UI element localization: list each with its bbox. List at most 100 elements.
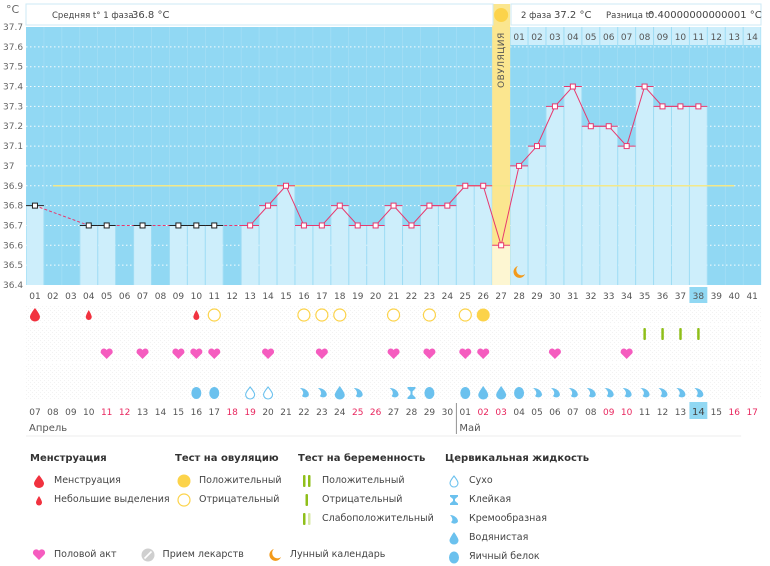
date-label[interactable]: 26 <box>370 408 382 418</box>
date-label[interactable]: 22 <box>298 408 309 418</box>
cervical-eggwhite-icon[interactable] <box>424 387 435 399</box>
cervical-creamy-icon[interactable] <box>604 388 614 398</box>
cycle-day-label[interactable]: 14 <box>262 292 274 302</box>
date-label[interactable]: 06 <box>549 408 561 418</box>
heart-icon[interactable] <box>172 348 185 359</box>
cycle-day-label[interactable]: 26 <box>477 292 489 302</box>
date-label[interactable]: 05 <box>531 408 542 418</box>
date-label[interactable]: 30 <box>442 408 454 418</box>
date-label[interactable]: 07 <box>567 408 578 418</box>
temperature-point[interactable] <box>336 202 343 209</box>
heart-icon[interactable] <box>100 348 113 359</box>
cervical-creamy-icon[interactable] <box>622 388 632 398</box>
heart-icon[interactable] <box>190 348 203 359</box>
date-label[interactable]: 09 <box>65 408 77 418</box>
date-label[interactable]: 17 <box>209 408 220 418</box>
date-label[interactable]: 16 <box>191 408 203 418</box>
heart-icon[interactable] <box>459 348 472 359</box>
temperature-point[interactable] <box>103 222 110 229</box>
cervical-eggwhite-icon[interactable] <box>460 387 471 399</box>
pregnancy-test-negative-icon[interactable] <box>679 328 682 340</box>
cycle-day-label[interactable]: 25 <box>460 292 471 302</box>
date-label[interactable]: 21 <box>280 408 291 418</box>
temperature-point[interactable] <box>659 103 666 110</box>
pregnancy-test-negative-icon[interactable] <box>661 328 664 340</box>
ovulation-test-negative-icon[interactable] <box>297 308 311 322</box>
date-label[interactable]: 15 <box>173 408 184 418</box>
date-label[interactable]: 09 <box>603 408 615 418</box>
date-label[interactable]: 10 <box>83 408 95 418</box>
heart-icon[interactable] <box>620 348 633 359</box>
cycle-day-label[interactable]: 36 <box>657 292 669 302</box>
cervical-creamy-icon[interactable] <box>533 388 543 398</box>
cervical-dry-icon[interactable] <box>245 386 256 400</box>
temperature-point[interactable] <box>300 222 307 229</box>
temperature-point[interactable] <box>695 103 702 110</box>
temperature-point[interactable] <box>390 202 397 209</box>
date-label[interactable]: 28 <box>406 408 418 418</box>
date-label[interactable]: 08 <box>585 408 597 418</box>
cervical-watery-icon[interactable] <box>496 386 507 400</box>
cycle-day-label[interactable]: 31 <box>567 292 578 302</box>
ovulation-test-negative-icon[interactable] <box>333 308 347 322</box>
date-label[interactable]: 13 <box>675 408 686 418</box>
spotting-icon[interactable] <box>193 310 200 320</box>
ovulation-test-negative-icon[interactable] <box>386 308 401 322</box>
temperature-point[interactable] <box>462 182 469 189</box>
heart-icon[interactable] <box>548 348 561 359</box>
ovulation-test-negative-icon[interactable] <box>315 308 329 322</box>
cycle-day-label[interactable]: 24 <box>442 292 454 302</box>
temperature-point[interactable] <box>534 143 541 150</box>
cycle-day-label[interactable]: 03 <box>65 292 76 302</box>
cycle-day-label[interactable]: 35 <box>639 292 650 302</box>
cycle-day-label[interactable]: 39 <box>711 292 723 302</box>
temperature-point[interactable] <box>265 202 272 209</box>
temperature-point[interactable] <box>139 222 146 229</box>
cervical-eggwhite-icon[interactable] <box>209 387 220 399</box>
temperature-point[interactable] <box>569 83 576 90</box>
date-label[interactable]: 02 <box>477 408 488 418</box>
cycle-day-label[interactable]: 33 <box>603 292 614 302</box>
cycle-day-label[interactable]: 12 <box>226 292 237 302</box>
cervical-creamy-icon[interactable] <box>586 388 596 398</box>
date-label[interactable]: 08 <box>47 408 59 418</box>
cycle-day-label[interactable]: 28 <box>513 292 525 302</box>
date-label[interactable]: 14 <box>692 407 705 418</box>
date-label[interactable]: 18 <box>226 408 238 418</box>
cycle-day-label[interactable]: 07 <box>137 292 148 302</box>
temperature-point[interactable] <box>516 162 523 169</box>
cycle-day-label[interactable]: 02 <box>47 292 58 302</box>
date-label[interactable]: 12 <box>657 408 668 418</box>
date-label[interactable]: 16 <box>729 408 741 418</box>
temperature-point[interactable] <box>31 202 38 209</box>
cervical-watery-icon[interactable] <box>334 386 345 400</box>
cycle-day-label[interactable]: 22 <box>406 292 417 302</box>
cycle-day-label[interactable]: 27 <box>495 292 506 302</box>
date-label[interactable]: 27 <box>388 408 399 418</box>
date-label[interactable]: 19 <box>244 408 256 418</box>
date-label[interactable]: 15 <box>711 408 722 418</box>
cervical-creamy-icon[interactable] <box>550 388 560 398</box>
cycle-day-label[interactable]: 34 <box>621 292 633 302</box>
date-label[interactable]: 10 <box>621 408 633 418</box>
temperature-point[interactable] <box>480 182 487 189</box>
temperature-point[interactable] <box>354 222 361 229</box>
temperature-point[interactable] <box>426 202 433 209</box>
cycle-day-label[interactable]: 29 <box>531 292 543 302</box>
cycle-day-label[interactable]: 37 <box>675 292 686 302</box>
cycle-day-label[interactable]: 17 <box>316 292 327 302</box>
cervical-creamy-icon[interactable] <box>317 388 327 398</box>
cervical-creamy-icon[interactable] <box>658 388 668 398</box>
temperature-point[interactable] <box>641 83 648 90</box>
date-label[interactable]: 23 <box>316 408 327 418</box>
date-label[interactable]: 01 <box>460 408 471 418</box>
temperature-point[interactable] <box>318 222 325 229</box>
cycle-day-label[interactable]: 32 <box>585 292 596 302</box>
cervical-creamy-icon[interactable] <box>694 388 704 398</box>
heart-icon[interactable] <box>136 348 149 359</box>
cervical-watery-icon[interactable] <box>478 386 489 400</box>
temperature-point[interactable] <box>372 222 379 229</box>
cervical-eggwhite-icon[interactable] <box>191 387 202 399</box>
date-label[interactable]: 07 <box>29 408 40 418</box>
ovulation-test-negative-icon[interactable] <box>458 308 472 322</box>
